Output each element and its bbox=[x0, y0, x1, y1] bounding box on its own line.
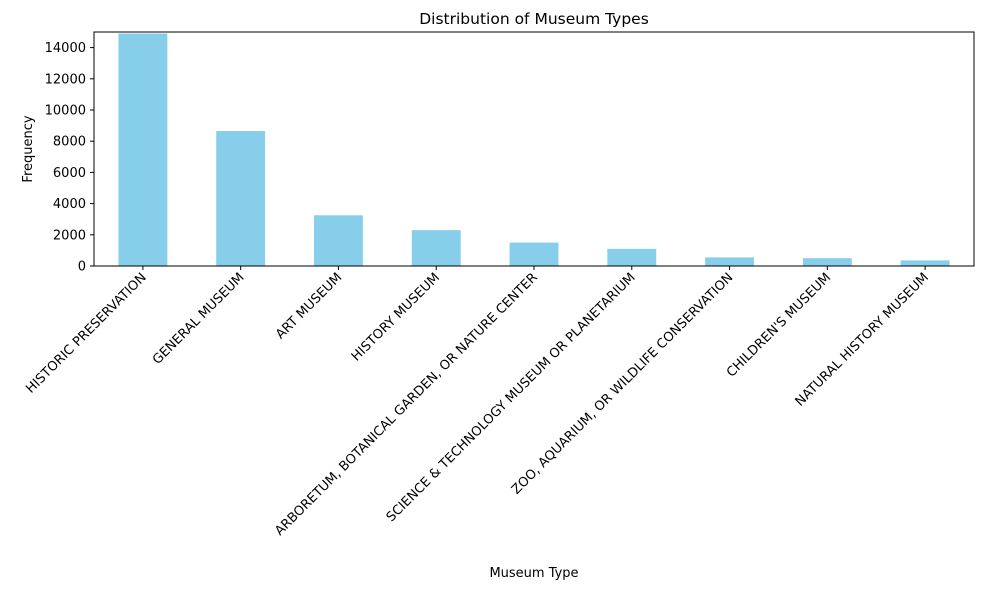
y-tick-label: 4000 bbox=[53, 197, 86, 212]
bar-5 bbox=[607, 248, 657, 266]
x-tick-label: GENERAL MUSEUM bbox=[150, 270, 248, 368]
bar-3 bbox=[411, 230, 461, 266]
y-tick-label: 2000 bbox=[53, 228, 86, 243]
x-tick-label: ZOO, AQUARIUM, OR WILDLIFE CONSERVATION bbox=[509, 270, 736, 497]
bar-7 bbox=[802, 258, 852, 266]
x-tick-label: HISTORY MUSEUM bbox=[349, 270, 443, 364]
x-axis-label: Museum Type bbox=[489, 566, 578, 581]
y-axis-label: Frequency bbox=[21, 115, 36, 182]
bar-6 bbox=[705, 257, 754, 266]
y-tick-label: 0 bbox=[78, 260, 86, 275]
bar-2 bbox=[314, 215, 363, 266]
x-tick-label: HISTORIC PRESERVATION bbox=[23, 270, 149, 396]
bar-1 bbox=[216, 131, 266, 266]
bar-8 bbox=[900, 260, 950, 266]
y-tick-label: 10000 bbox=[45, 104, 86, 119]
y-tick-label: 12000 bbox=[45, 72, 86, 87]
bars-layer bbox=[118, 33, 950, 267]
bar-4 bbox=[509, 242, 559, 266]
chart-title: Distribution of Museum Types bbox=[419, 10, 649, 28]
y-tick-label: 6000 bbox=[53, 166, 86, 181]
y-tick-label: 14000 bbox=[45, 41, 86, 56]
y-tick-label: 8000 bbox=[53, 135, 86, 150]
bar-0 bbox=[118, 33, 168, 267]
x-tick-label: CHILDREN'S MUSEUM bbox=[724, 270, 834, 380]
x-axis: HISTORIC PRESERVATION GENERAL MUSEUM ART M… bbox=[23, 266, 932, 539]
y-axis: 0 2000 4000 6000 8000 10000 12000 14000 bbox=[45, 41, 94, 275]
x-tick-label: ART MUSEUM bbox=[273, 270, 345, 342]
